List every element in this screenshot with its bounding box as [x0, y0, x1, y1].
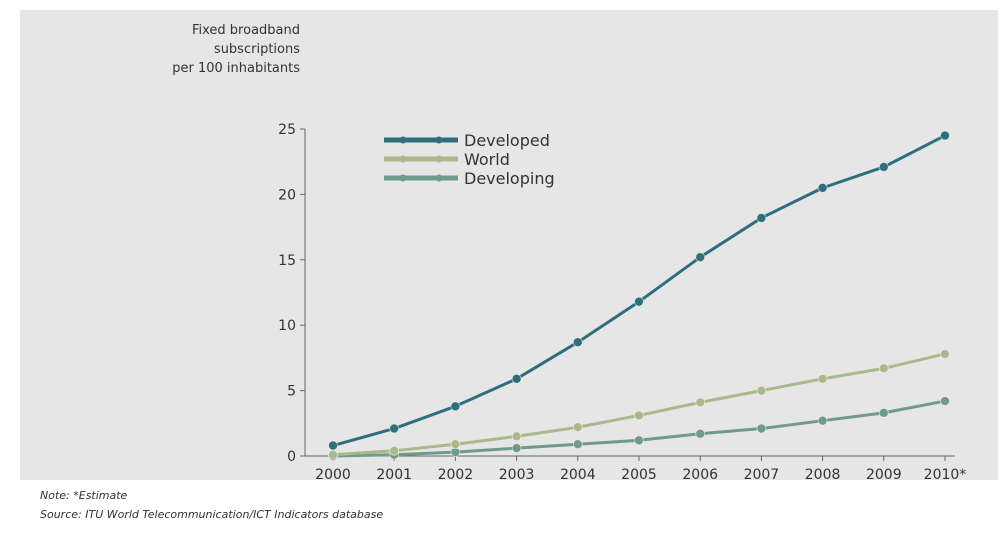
data-point-developing [817, 415, 828, 426]
data-point-developed [511, 373, 522, 384]
data-point-developed [634, 296, 644, 307]
x-tick-label: 2001 [376, 467, 412, 483]
data-point-developed [389, 423, 400, 434]
data-point-developing [634, 435, 644, 446]
data-point-developing [511, 443, 522, 454]
data-point-developed [572, 337, 583, 348]
legend-marker-developing [399, 174, 407, 182]
data-point-world [450, 439, 461, 450]
x-tick-label: 2000 [315, 467, 351, 483]
data-point-developed [817, 182, 828, 193]
y-axis-label-line-2: subscriptions [213, 42, 300, 57]
data-point-developing [940, 396, 950, 406]
data-point-world [511, 431, 522, 442]
x-tick-label: 2006 [682, 467, 718, 483]
legend-marker-developing [435, 174, 443, 182]
legend-label-developed: Developed [464, 131, 550, 150]
x-tick-label: 2007 [744, 467, 780, 483]
x-tick-label: 2002 [438, 467, 474, 483]
data-point-developed [695, 252, 706, 263]
data-point-world [878, 363, 889, 374]
y-tick-label: 5 [287, 384, 296, 400]
x-tick-label: 2005 [621, 467, 657, 483]
y-tick-label: 15 [278, 253, 296, 269]
data-point-developed [878, 162, 889, 172]
data-point-developing [695, 428, 706, 439]
x-tick-label: 2003 [499, 467, 535, 483]
legend-label-developing: Developing [464, 169, 555, 188]
chart-note: Note: *Estimate [40, 489, 128, 502]
data-point-developing [878, 407, 889, 418]
data-point-world [817, 373, 828, 384]
data-point-world [695, 397, 706, 408]
y-tick-label: 25 [278, 122, 296, 138]
legend-marker-developed [399, 136, 407, 144]
data-point-world [634, 410, 644, 421]
data-point-world [389, 445, 400, 456]
x-tick-label: 2004 [560, 467, 596, 483]
legend-label-world: World [464, 150, 510, 169]
data-point-world [940, 349, 950, 359]
data-point-world [756, 385, 767, 396]
x-tick-label: 2010* [924, 467, 967, 483]
series-line-developed [332, 134, 946, 447]
data-point-world [328, 449, 338, 460]
data-point-world [572, 422, 583, 433]
y-tick-label: 10 [278, 318, 296, 334]
data-point-developing [756, 423, 767, 434]
chart-background [20, 10, 998, 480]
data-point-developed [328, 440, 338, 451]
legend-marker-world [399, 155, 407, 163]
data-point-developed [940, 130, 950, 141]
x-tick-label: 2009 [866, 467, 902, 483]
data-point-developing [572, 439, 583, 450]
y-tick-label: 0 [287, 449, 296, 465]
y-axis-label-line-1: Fixed broadband [191, 23, 300, 38]
x-tick-label: 2008 [805, 467, 841, 483]
y-tick-label: 20 [278, 187, 296, 203]
legend-marker-developed [435, 136, 443, 144]
y-axis-label-line-3: per 100 inhabitants [172, 61, 300, 76]
legend-marker-world [435, 155, 443, 163]
data-point-developed [756, 213, 767, 223]
chart-source: Source: ITU World Telecommunication/ICT … [40, 508, 384, 521]
data-point-developed [450, 401, 461, 412]
